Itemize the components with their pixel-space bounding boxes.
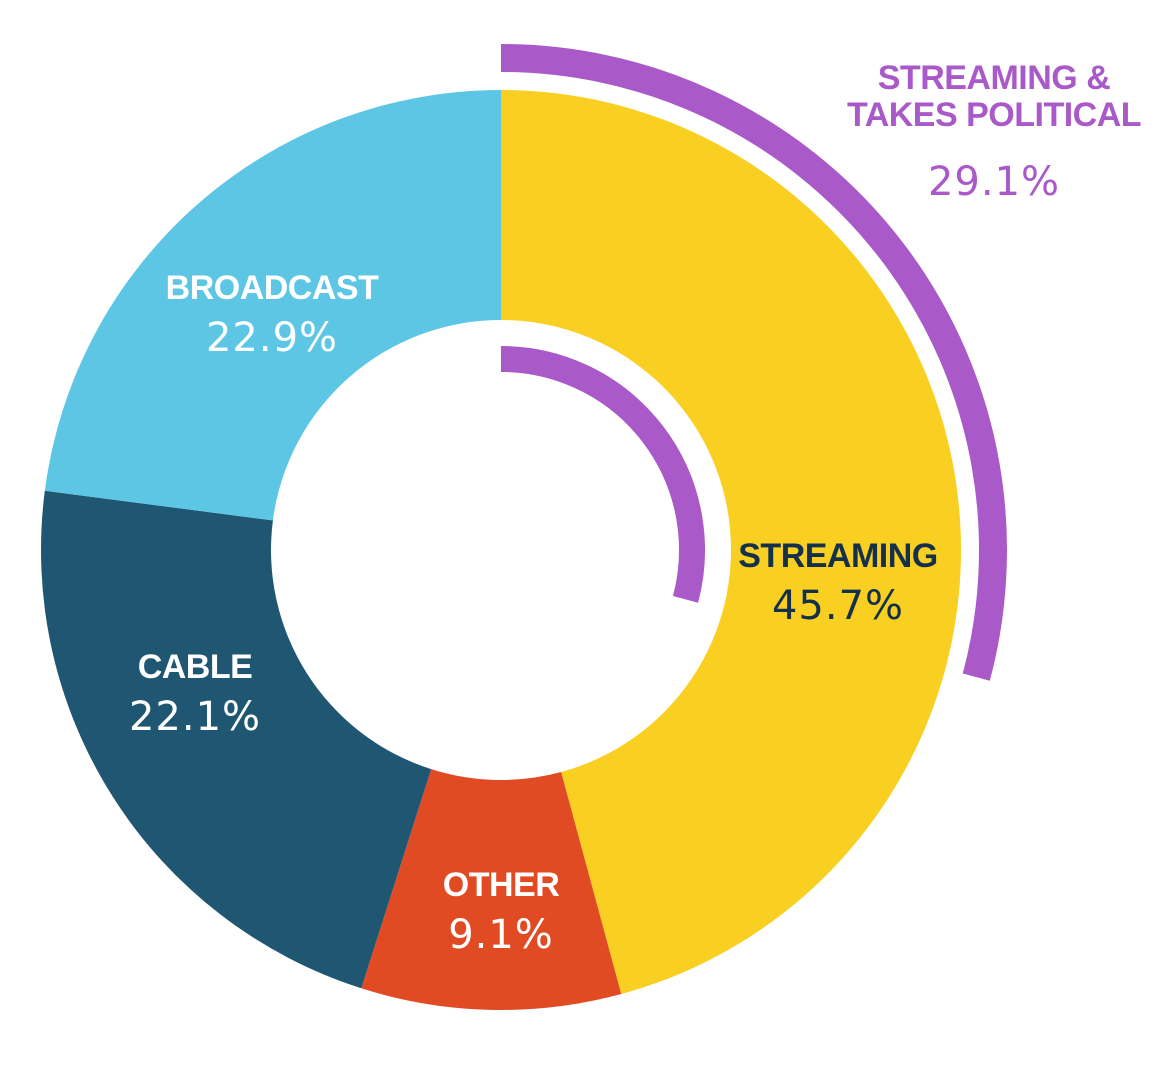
slice-label-other: OTHER [443,866,560,904]
slice-streaming [501,90,961,995]
slice-value-broadcast: 22.9% [206,315,338,361]
subset-arc-inner [500,346,705,603]
slice-value-other: 9.1% [448,912,554,958]
slice-value-streaming: 45.7% [772,583,904,629]
subset-label-line-1: STREAMING & [878,59,1111,97]
subset-arc-outer [500,44,1007,681]
slice-label-broadcast: BROADCAST [166,269,379,307]
slice-label-streaming: STREAMING [738,537,938,575]
labels-group: STREAMING 45.7% OTHER 9.1% CABLE 22.1% BROADCA… [129,59,1142,958]
slice-broadcast [44,90,502,521]
slice-other [361,769,622,1010]
subset-arcs-group [500,44,1007,681]
slice-value-cable: 22.1% [129,694,261,740]
slices-group [40,90,961,1010]
subset-value: 29.1% [928,159,1060,205]
subset-label-line-2: TAKES POLITICAL [847,96,1141,134]
slice-cable [40,490,432,989]
slice-label-cable: CABLE [138,648,253,686]
